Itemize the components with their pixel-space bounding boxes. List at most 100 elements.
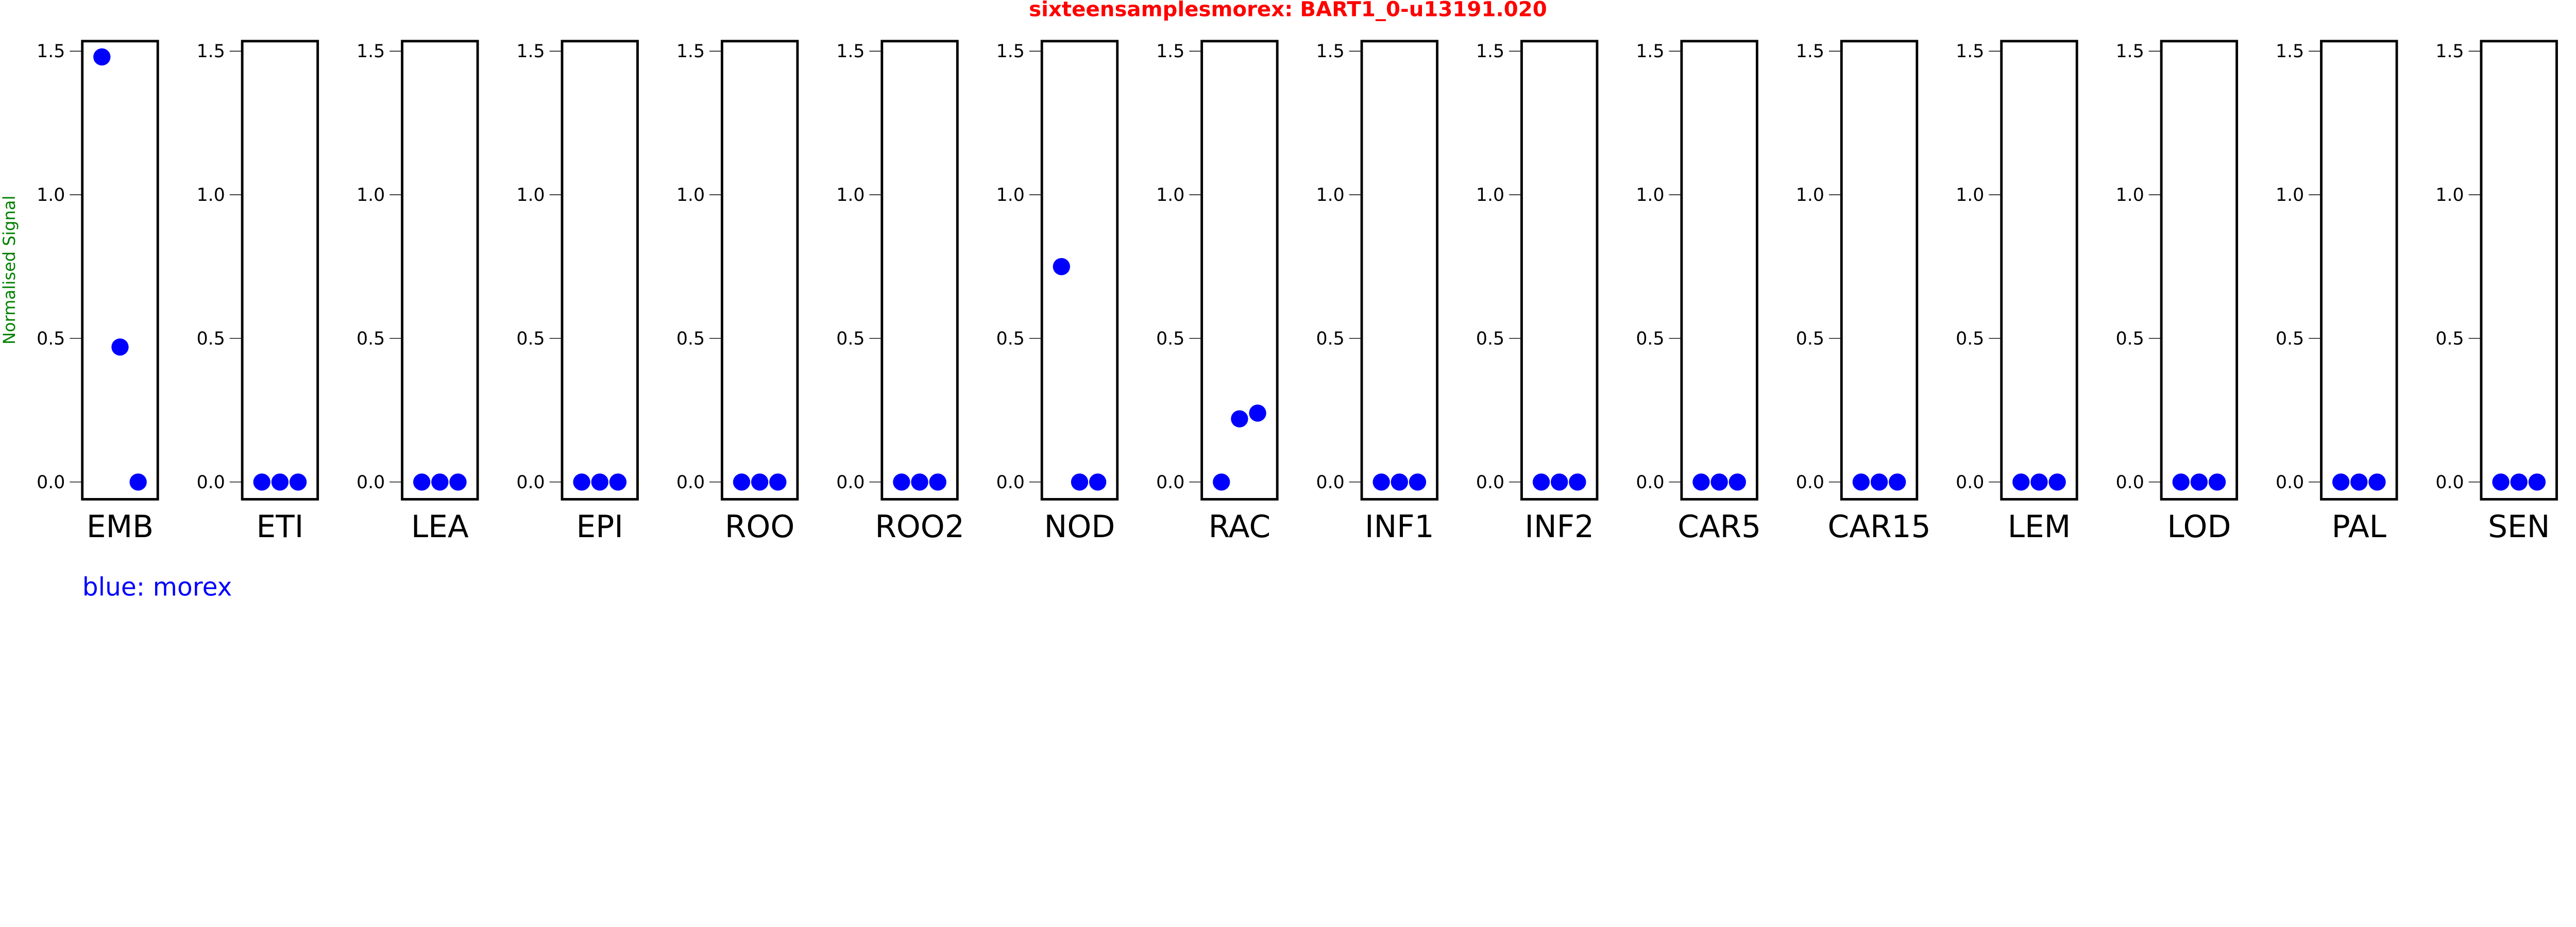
y-tick-label: 1.0: [1156, 185, 1184, 205]
panel-lem: 0.0 0.5 1.0 1.5 LEM: [1956, 40, 2078, 545]
panel-frame: [880, 40, 959, 501]
panel-frame: [1360, 40, 1439, 501]
category-label: LEA: [411, 509, 469, 545]
y-tick-label: 1.5: [1796, 41, 1824, 62]
y-tick-label: 1.5: [37, 41, 65, 62]
panel-inf2: 0.0 0.5 1.0 1.5 INF2: [1476, 40, 1599, 545]
data-point: [609, 473, 627, 491]
data-point: [93, 48, 111, 66]
y-tick-label: 0.5: [1156, 329, 1184, 349]
y-tick-label: 0.0: [37, 472, 65, 493]
y-tick-label: 1.5: [1636, 41, 1664, 62]
y-tick-label: 1.0: [357, 185, 385, 205]
y-tick-label: 1.0: [516, 185, 545, 205]
y-tick-label: 1.5: [996, 41, 1025, 62]
y-tick-label: 0.0: [2276, 472, 2304, 493]
y-tick-label: 1.5: [1156, 41, 1184, 62]
data-point: [1569, 473, 1586, 491]
y-tick-label: 0.0: [2116, 472, 2144, 493]
data-point: [733, 473, 751, 491]
panel-rac: 0.0 0.5 1.0 1.5 RAC: [1156, 40, 1279, 545]
panel-frame: [401, 40, 479, 501]
data-point: [1391, 473, 1408, 491]
panel-lod: 0.0 0.5 1.0 1.5 LOD: [2116, 40, 2239, 545]
y-tick-label: 0.0: [1636, 472, 1664, 493]
y-tick-label: 0.5: [197, 329, 225, 349]
data-point: [1213, 473, 1230, 491]
data-point: [253, 473, 270, 491]
y-tick-label: 1.0: [1636, 185, 1664, 205]
data-point: [893, 473, 910, 491]
panel-sen: 0.0 0.5 1.0 1.5 SEN: [2435, 40, 2558, 545]
y-tick-label: 1.5: [676, 41, 705, 62]
data-point: [1710, 473, 1728, 491]
y-tick-label: 1.5: [1476, 41, 1504, 62]
y-tick-label: 1.5: [1316, 41, 1345, 62]
data-point: [2332, 473, 2350, 491]
data-point: [1089, 473, 1107, 491]
y-tick-label: 0.5: [996, 329, 1025, 349]
category-label: ETI: [256, 509, 303, 545]
panel-eti: 0.0 0.5 1.0 1.5 ETI: [197, 40, 319, 545]
panel-frame: [1840, 40, 1919, 501]
y-axis-label: Normalised Signal: [0, 196, 19, 345]
y-tick-label: 1.0: [676, 185, 705, 205]
panel-frame: [241, 40, 319, 501]
category-label: ROO: [725, 509, 795, 545]
data-point: [431, 473, 449, 491]
y-tick-label: 0.5: [357, 329, 385, 349]
y-tick-label: 0.5: [836, 329, 865, 349]
legend-text: blue: morex: [82, 573, 232, 602]
category-label: EMB: [87, 509, 154, 545]
y-tick-label: 0.5: [676, 329, 705, 349]
chart-title: sixteensamplesmorex: BART1_0-u13191.020: [1029, 0, 1547, 21]
panel-lea: 0.0 0.5 1.0 1.5 LEA: [357, 40, 479, 545]
y-tick-label: 1.0: [996, 185, 1025, 205]
data-point: [911, 473, 928, 491]
y-tick-label: 0.5: [2116, 329, 2144, 349]
panel-epi: 0.0 0.5 1.0 1.5 EPI: [516, 40, 639, 545]
panel-car5: 0.0 0.5 1.0 1.5 CAR5: [1636, 40, 1761, 545]
category-label: LOD: [2167, 509, 2231, 545]
data-point: [2190, 473, 2208, 491]
category-label: CAR5: [1677, 509, 1761, 545]
category-label: LEM: [2008, 509, 2071, 545]
y-tick-label: 0.5: [1316, 329, 1345, 349]
category-label: SEN: [2488, 509, 2550, 545]
y-tick-label: 0.0: [1316, 472, 1345, 493]
data-point: [129, 473, 147, 491]
category-label: INF1: [1365, 509, 1434, 545]
y-tick-label: 0.5: [1796, 329, 1824, 349]
data-point: [2528, 473, 2546, 491]
y-tick-label: 1.0: [2435, 185, 2464, 205]
data-point: [1728, 473, 1746, 491]
data-point: [1852, 473, 1870, 491]
data-point: [2510, 473, 2528, 491]
panel-frame: [561, 40, 639, 501]
category-label: ROO2: [875, 509, 964, 545]
category-label: INF2: [1524, 509, 1594, 545]
data-point: [1372, 473, 1390, 491]
panel-frame: [1040, 40, 1119, 501]
panel-frame: [720, 40, 799, 501]
data-point: [1409, 473, 1427, 491]
y-tick-label: 1.5: [2116, 41, 2144, 62]
y-tick-label: 1.5: [2435, 41, 2464, 62]
data-point: [1870, 473, 1888, 491]
data-point: [751, 473, 769, 491]
data-point: [2172, 473, 2190, 491]
y-tick-label: 1.0: [2276, 185, 2304, 205]
y-tick-label: 0.0: [516, 472, 545, 493]
panel-nod: 0.0 0.5 1.0 1.5 NOD: [996, 40, 1119, 545]
data-point: [591, 473, 608, 491]
panel-pal: 0.0 0.5 1.0 1.5 PAL: [2276, 40, 2398, 545]
panel-frame: [1200, 40, 1279, 501]
data-point: [1249, 404, 1266, 422]
y-tick-label: 1.5: [2276, 41, 2304, 62]
data-point: [111, 338, 129, 356]
chart: sixteensamplesmorex: BART1_0-u13191.020 …: [0, 0, 2558, 602]
data-point: [271, 473, 289, 491]
y-tick-label: 1.0: [2116, 185, 2144, 205]
data-point: [1889, 473, 1906, 491]
panels: 0.0 0.5 1.0 1.5 EMB 0.0 0.5 1.0 1.5 ETI 0.0 0.5 1.0 1…: [37, 40, 2558, 545]
